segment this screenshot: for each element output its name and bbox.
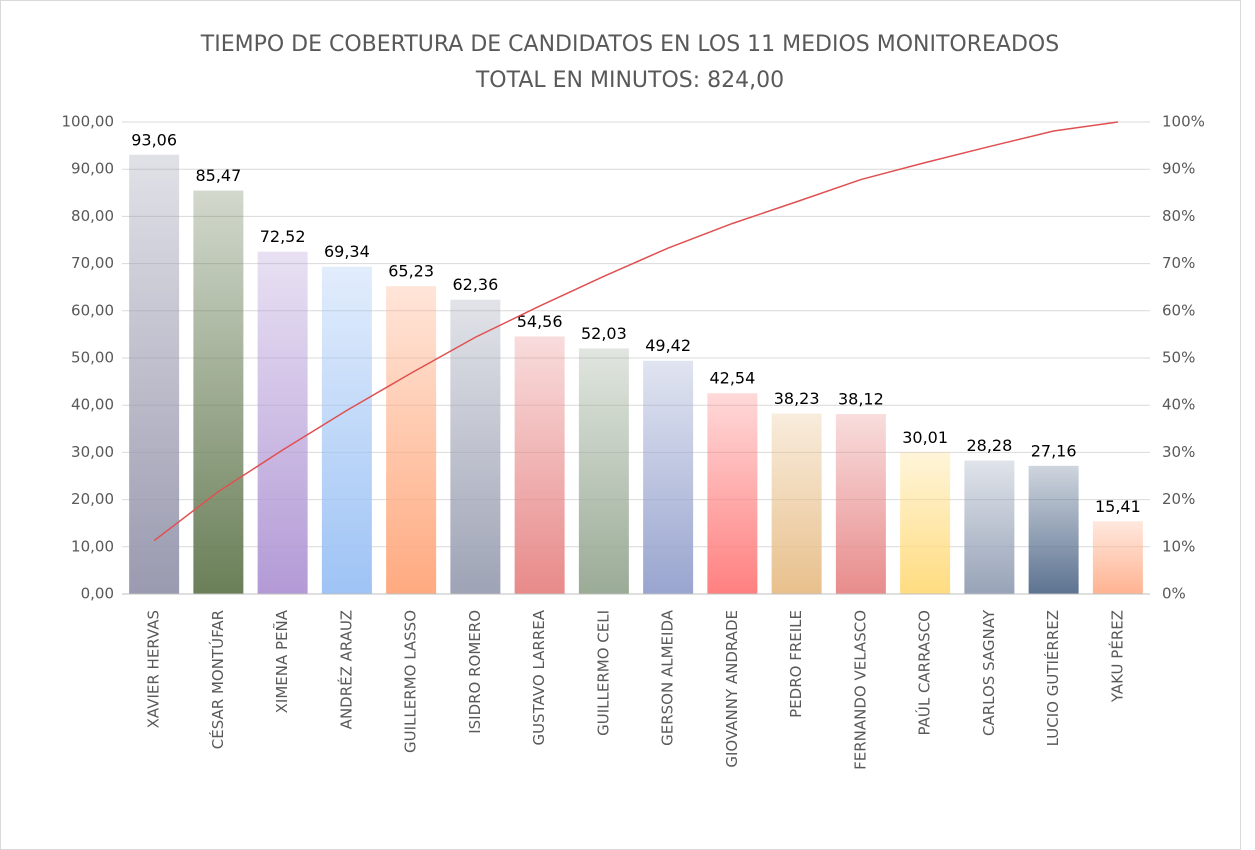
x-tick-label: PAÚL CARRASCO	[915, 610, 934, 736]
y2-tick-label: 20%	[1162, 490, 1195, 508]
chart-title: TIEMPO DE COBERTURA DE CANDIDATOS EN LOS…	[200, 32, 1059, 57]
y-tick-label: 0,00	[81, 585, 114, 603]
x-tick-label: GIOVANNY ANDRADE	[723, 610, 741, 768]
bar	[450, 299, 501, 594]
value-label: 38,12	[838, 390, 884, 409]
x-tick-label: YAKU PÉREZ	[1107, 610, 1126, 703]
bar	[129, 154, 180, 594]
y2-tick-label: 50%	[1162, 349, 1195, 367]
bar	[707, 393, 758, 594]
value-label: 42,54	[709, 369, 755, 388]
y2-tick-label: 30%	[1162, 443, 1195, 461]
y2-tick-label: 40%	[1162, 396, 1195, 414]
bar	[321, 266, 372, 594]
x-tick-label: GERSON ALMEIDA	[659, 609, 677, 746]
bar	[193, 190, 244, 594]
y-tick-label: 40,00	[71, 396, 114, 414]
value-label: 85,47	[195, 166, 241, 185]
x-tick-label: PEDRO FREILE	[787, 610, 805, 718]
value-label: 54,56	[517, 312, 563, 331]
bar	[900, 452, 951, 594]
x-tick-label: CÉSAR MONTÚFAR	[208, 610, 227, 749]
chart-subtitle: TOTAL EN MINUTOS: 824,00	[475, 68, 784, 93]
value-label: 52,03	[581, 324, 627, 343]
bar	[1092, 521, 1143, 594]
x-tick-label: XAVIER HERVAS	[145, 610, 163, 728]
x-tick-label: XIMENA PEÑA	[272, 609, 291, 713]
cumulative-line	[153, 121, 1118, 542]
value-label: 65,23	[388, 262, 434, 281]
y-tick-label: 60,00	[71, 301, 114, 319]
value-label: 15,41	[1095, 497, 1141, 516]
y2-tick-label: 0%	[1162, 585, 1186, 603]
value-label: 49,42	[645, 336, 691, 355]
y-tick-label: 90,00	[71, 160, 114, 178]
y-tick-label: 10,00	[71, 537, 114, 555]
value-label: 69,34	[324, 242, 370, 261]
x-tick-label: ANDRÉZ ARAUZ	[336, 610, 355, 729]
x-tick-label: GUILLERMO LASSO	[402, 610, 420, 753]
y2-tick-label: 10%	[1162, 537, 1195, 555]
value-label: 27,16	[1031, 441, 1077, 460]
y-tick-label: 50,00	[71, 349, 114, 367]
bar	[1028, 465, 1079, 594]
bar	[514, 336, 565, 594]
value-label: 62,36	[452, 275, 498, 294]
y-tick-label: 70,00	[71, 254, 114, 272]
value-label: 72,52	[260, 227, 306, 246]
bar	[257, 251, 308, 594]
y-tick-label: 80,00	[71, 207, 114, 225]
y-tick-label: 20,00	[71, 490, 114, 508]
y2-tick-label: 70%	[1162, 254, 1195, 272]
value-label: 93,06	[131, 130, 177, 149]
bar	[835, 414, 886, 594]
x-tick-label: GUSTAVO LARREA	[530, 609, 548, 745]
y2-tick-label: 60%	[1162, 301, 1195, 319]
x-tick-label: ISIDRO ROMERO	[466, 610, 484, 734]
y-tick-label: 100,00	[62, 113, 115, 131]
bar	[578, 348, 629, 594]
x-tick-label: FERNANDO VELASCO	[851, 610, 869, 770]
y2-tick-label: 80%	[1162, 207, 1195, 225]
y-tick-label: 30,00	[71, 443, 114, 461]
value-label: 28,28	[966, 436, 1012, 455]
x-tick-label: CARLOS SAGNAY	[980, 609, 998, 736]
bar	[386, 286, 437, 594]
y2-tick-label: 90%	[1162, 160, 1195, 178]
bar	[643, 360, 694, 594]
x-tick-label: LUCIO GUTIÉRREZ	[1043, 610, 1062, 746]
x-tick-label: GUILLERMO CELI	[594, 610, 612, 736]
y2-tick-label: 100%	[1162, 113, 1205, 131]
bar	[964, 460, 1015, 594]
value-label: 30,01	[902, 428, 948, 447]
bar	[771, 413, 822, 594]
value-label: 38,23	[774, 389, 820, 408]
